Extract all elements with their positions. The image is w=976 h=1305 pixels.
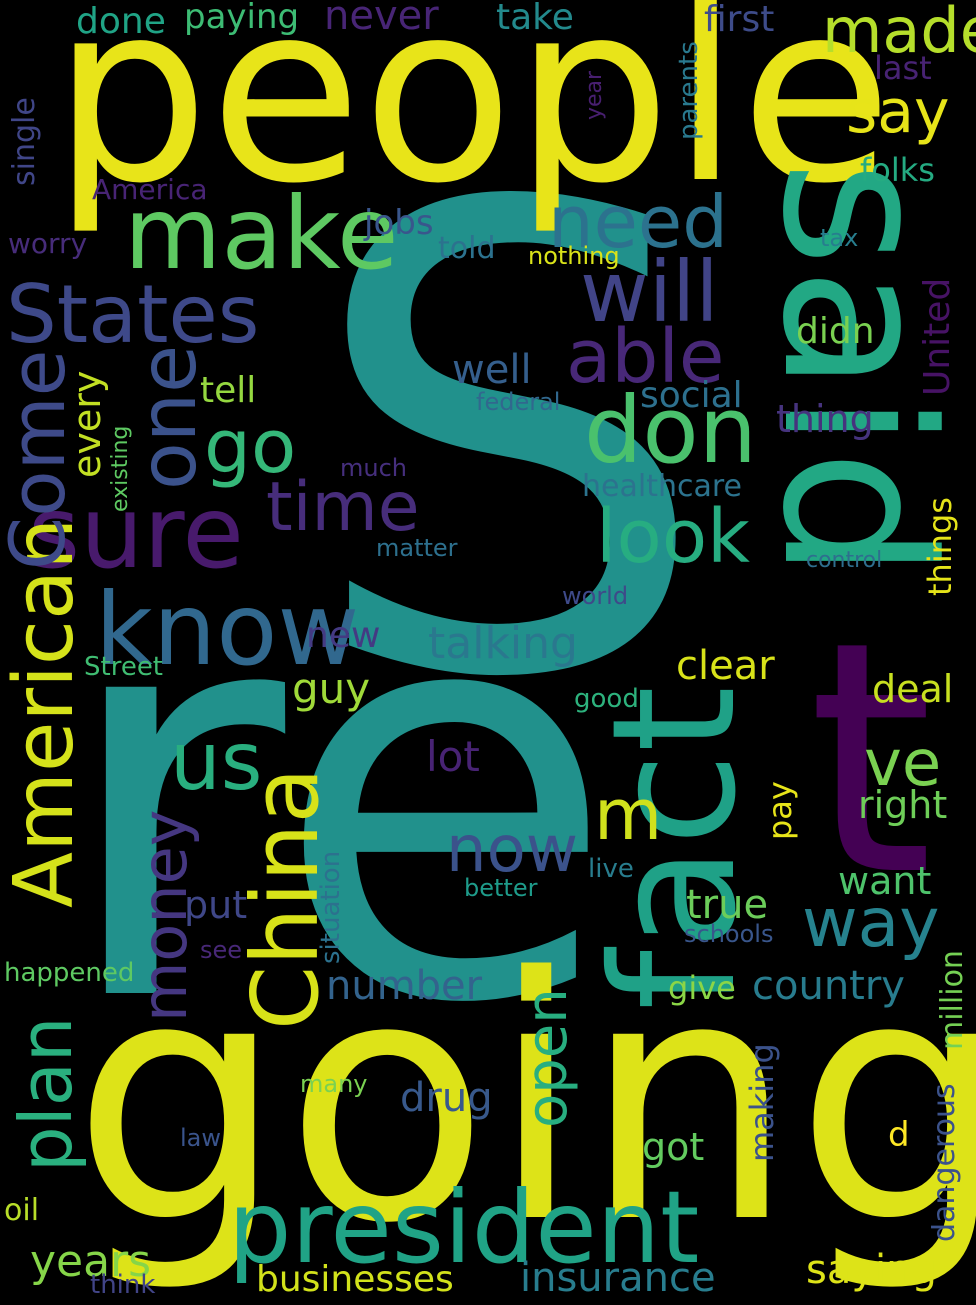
word-ve: ve	[864, 727, 942, 801]
word-now: now	[446, 813, 579, 887]
word-told: told	[438, 231, 496, 266]
word-tax: tax	[820, 224, 859, 252]
word-way: way	[802, 884, 940, 963]
word-need: need	[548, 180, 728, 264]
word-see: see	[200, 936, 243, 964]
word-talking: talking	[428, 618, 578, 669]
word-don: don	[584, 377, 757, 484]
word-every: every	[65, 370, 109, 478]
word-paying: paying	[184, 0, 300, 37]
word-didn: didn	[796, 311, 875, 352]
word-first: first	[704, 0, 775, 40]
word-look: look	[596, 494, 750, 580]
word-better: better	[464, 874, 538, 902]
word-insurance: insurance	[520, 1255, 716, 1301]
word-t: t	[808, 574, 934, 946]
word-last: last	[874, 49, 932, 87]
word-us: us	[170, 715, 263, 808]
word-control: control	[806, 548, 883, 573]
word-done: done	[76, 1, 166, 42]
word-d: d	[888, 1115, 910, 1155]
word-number: number	[326, 963, 483, 1009]
word-much: much	[340, 454, 407, 482]
word-parents: parents	[674, 41, 704, 140]
word-made: made	[822, 0, 976, 67]
word-million: million	[935, 950, 970, 1050]
word-making: making	[743, 1043, 781, 1162]
word-schools: schools	[684, 920, 774, 948]
word-going: going	[72, 907, 976, 1297]
word-saying: saying	[806, 1247, 937, 1293]
word-s: S	[305, 72, 712, 817]
word-one: one	[124, 344, 214, 490]
word-tell: tell	[200, 370, 257, 411]
word-plan: plan	[4, 1016, 88, 1172]
word-businesses: businesses	[256, 1259, 454, 1300]
word-re: re	[55, 474, 618, 1126]
word-got: got	[642, 1125, 705, 1169]
word-law: law	[180, 1124, 222, 1152]
word-country: country	[752, 963, 905, 1009]
word-folks: folks	[860, 151, 935, 189]
word-well: well	[452, 347, 532, 393]
word-take: take	[496, 0, 574, 38]
word-oil: oil	[4, 1193, 40, 1228]
word-pay: pay	[761, 781, 799, 840]
word-true: true	[686, 882, 769, 928]
word-world: world	[562, 582, 629, 610]
word-happened: happened	[4, 958, 135, 988]
word-states: States	[6, 268, 260, 361]
word-healthcare: healthcare	[582, 469, 742, 504]
word-able: able	[566, 314, 725, 400]
word-federal: federal	[476, 388, 561, 416]
word-sure: sure	[28, 474, 244, 591]
word-american: American	[0, 517, 92, 908]
word-president: president	[228, 1169, 700, 1286]
word-people: people	[52, 0, 893, 238]
word-clear: clear	[676, 643, 775, 689]
word-guy: guy	[292, 664, 371, 713]
word-right: right	[858, 783, 948, 827]
word-deal: deal	[872, 667, 954, 711]
word-nothing: nothing	[528, 242, 620, 270]
word-single: single	[7, 97, 42, 186]
word-make: make	[124, 175, 399, 292]
word-years: years	[30, 1236, 152, 1287]
word-want: want	[838, 859, 932, 903]
word-united: United	[917, 277, 958, 396]
word-america: America	[92, 173, 208, 206]
word-lot: lot	[426, 732, 480, 781]
word-things: things	[921, 497, 959, 596]
word-dangerous: dangerous	[927, 1083, 962, 1242]
word-time: time	[266, 468, 420, 547]
word-say: say	[846, 77, 950, 147]
word-open: open	[515, 988, 580, 1128]
word-thing: thing	[776, 397, 874, 441]
word-think: think	[90, 1270, 156, 1300]
word-know: know	[95, 571, 360, 688]
word-give: give	[668, 969, 736, 1007]
word-year: year	[582, 70, 607, 120]
word-put: put	[184, 883, 248, 927]
word-jobs: jobs	[364, 203, 434, 243]
word-social: social	[640, 375, 743, 416]
word-live: live	[588, 854, 634, 884]
word-street: Street	[84, 652, 164, 682]
word-matter: matter	[376, 534, 458, 562]
word-never: never	[324, 0, 439, 39]
word-existing: existing	[108, 425, 133, 512]
word-good: good	[574, 684, 639, 714]
word-new: new	[306, 615, 381, 656]
word-worry: worry	[8, 227, 88, 260]
word-drug: drug	[400, 1075, 493, 1121]
word-situation: situation	[316, 850, 346, 964]
word-m: m	[594, 774, 663, 856]
word-will: will	[580, 243, 719, 341]
word-go: go	[204, 404, 297, 490]
word-many: many	[300, 1070, 368, 1098]
